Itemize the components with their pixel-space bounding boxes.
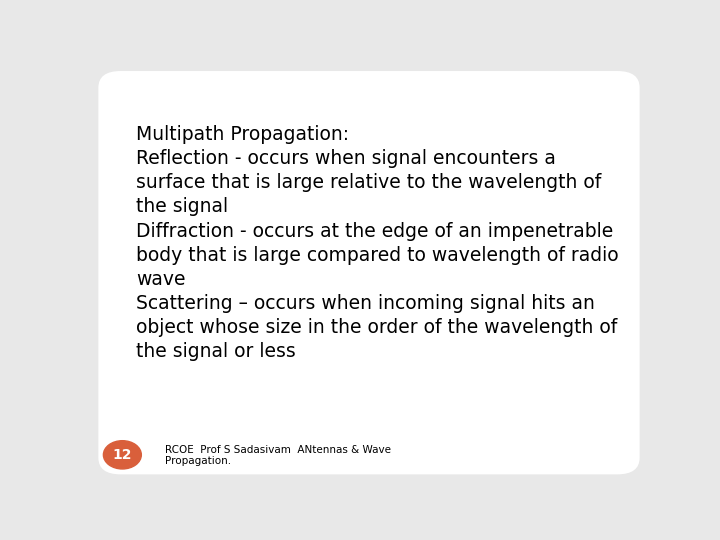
Text: Reflection - occurs when signal encounters a: Reflection - occurs when signal encounte… xyxy=(136,149,556,168)
Text: the signal or less: the signal or less xyxy=(136,342,295,361)
Text: RCOE  Prof S Sadasivam  ANtennas & Wave: RCOE Prof S Sadasivam ANtennas & Wave xyxy=(166,446,392,455)
Circle shape xyxy=(104,441,141,469)
Text: body that is large compared to wavelength of radio: body that is large compared to wavelengt… xyxy=(136,246,618,265)
Text: wave: wave xyxy=(136,270,185,289)
Text: Propagation.: Propagation. xyxy=(166,456,231,467)
Text: 12: 12 xyxy=(112,448,132,462)
Text: object whose size in the order of the wavelength of: object whose size in the order of the wa… xyxy=(136,318,617,337)
FancyBboxPatch shape xyxy=(99,71,639,474)
Text: the signal: the signal xyxy=(136,198,228,217)
Text: Scattering – occurs when incoming signal hits an: Scattering – occurs when incoming signal… xyxy=(136,294,595,313)
Text: Multipath Propagation:: Multipath Propagation: xyxy=(136,125,349,144)
Text: surface that is large relative to the wavelength of: surface that is large relative to the wa… xyxy=(136,173,601,192)
Text: Diffraction - occurs at the edge of an impenetrable: Diffraction - occurs at the edge of an i… xyxy=(136,221,613,240)
